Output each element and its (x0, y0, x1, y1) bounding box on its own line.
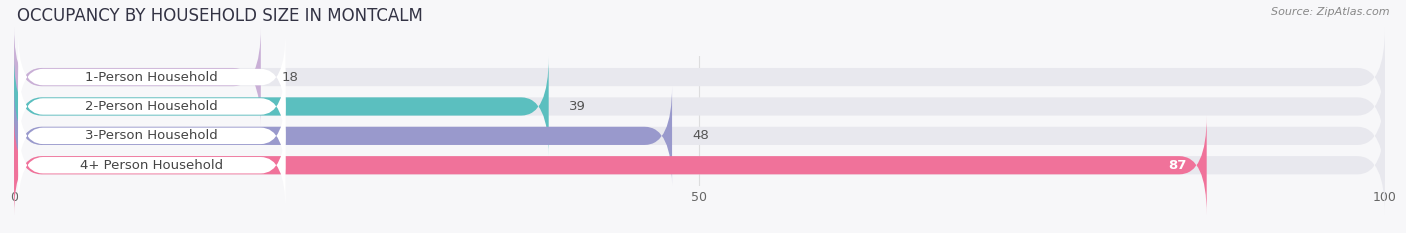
Text: 87: 87 (1168, 159, 1187, 172)
Text: 2-Person Household: 2-Person Household (86, 100, 218, 113)
Text: 4+ Person Household: 4+ Person Household (80, 159, 224, 172)
Text: Source: ZipAtlas.com: Source: ZipAtlas.com (1271, 7, 1389, 17)
FancyBboxPatch shape (14, 57, 548, 156)
FancyBboxPatch shape (14, 86, 672, 185)
FancyBboxPatch shape (14, 27, 1385, 127)
Text: 3-Person Household: 3-Person Household (86, 129, 218, 142)
Text: 1-Person Household: 1-Person Household (86, 71, 218, 84)
FancyBboxPatch shape (18, 62, 285, 151)
Text: 48: 48 (693, 129, 710, 142)
Text: 18: 18 (281, 71, 298, 84)
FancyBboxPatch shape (14, 86, 1385, 185)
FancyBboxPatch shape (18, 120, 285, 210)
FancyBboxPatch shape (18, 91, 285, 181)
FancyBboxPatch shape (14, 27, 262, 127)
FancyBboxPatch shape (14, 116, 1385, 215)
FancyBboxPatch shape (14, 116, 1206, 215)
Text: OCCUPANCY BY HOUSEHOLD SIZE IN MONTCALM: OCCUPANCY BY HOUSEHOLD SIZE IN MONTCALM (17, 7, 423, 25)
Text: 39: 39 (569, 100, 586, 113)
FancyBboxPatch shape (14, 57, 1385, 156)
FancyBboxPatch shape (18, 32, 285, 122)
